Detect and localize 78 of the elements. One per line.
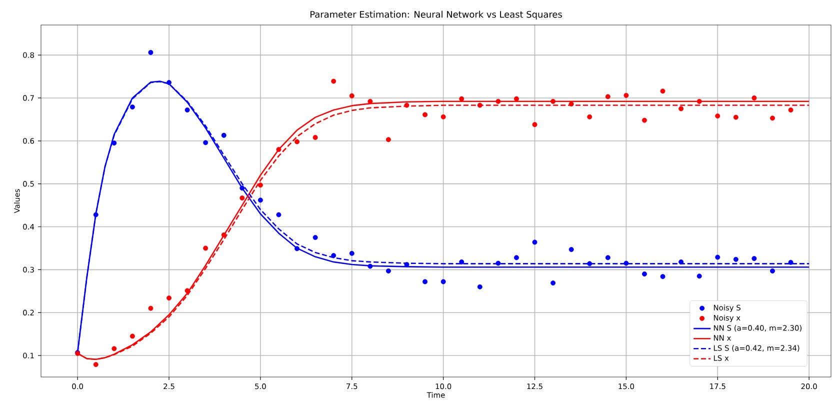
point: [386, 137, 391, 142]
point: [733, 256, 738, 262]
point: [496, 98, 501, 104]
point: [532, 122, 538, 128]
point: [660, 274, 666, 280]
point: [422, 112, 428, 118]
point: [258, 182, 263, 188]
chart-title: Parameter Estimation: Neural Network vs Least Squares: [310, 10, 562, 20]
point: [349, 250, 354, 256]
point: [258, 198, 263, 203]
point: [148, 306, 154, 311]
point: [550, 98, 556, 104]
point: [240, 196, 245, 200]
point: [331, 78, 336, 84]
point: [184, 288, 190, 294]
point: [642, 118, 647, 123]
point: [294, 246, 300, 252]
point: [496, 260, 501, 266]
point: [276, 146, 282, 152]
point: [440, 279, 446, 284]
point: [93, 212, 98, 218]
point: [605, 255, 610, 260]
point: [477, 284, 482, 290]
point: [312, 134, 318, 140]
point: [203, 246, 208, 251]
point: [166, 296, 172, 301]
point: [93, 362, 98, 368]
point: [422, 279, 428, 284]
point: [148, 50, 154, 55]
point: [605, 94, 610, 100]
point: [770, 268, 775, 274]
point: [642, 271, 647, 276]
point: [203, 140, 208, 146]
point: [514, 96, 519, 102]
point: [733, 114, 738, 120]
point: [368, 264, 373, 269]
point: [696, 98, 702, 104]
point: [112, 346, 117, 352]
point: [660, 88, 666, 94]
point: [696, 274, 702, 279]
point: [752, 256, 757, 262]
point: [459, 96, 464, 102]
point: [349, 93, 354, 98]
point: [715, 254, 720, 260]
point: [752, 95, 757, 100]
point: [788, 260, 794, 265]
point: [587, 114, 592, 120]
point: [331, 253, 336, 258]
point: [459, 259, 464, 264]
point: [678, 259, 684, 264]
point: [587, 261, 592, 266]
point: [294, 139, 300, 144]
point: [624, 260, 629, 266]
point: [404, 102, 410, 108]
point: [368, 98, 373, 104]
point: [404, 262, 410, 268]
point: [112, 140, 117, 146]
point: [221, 232, 226, 238]
point: [550, 280, 556, 286]
point: [221, 132, 226, 138]
point: [770, 116, 775, 121]
point: [130, 334, 135, 339]
point: [440, 114, 446, 120]
point: [715, 114, 720, 118]
point: [568, 247, 574, 252]
point: [532, 240, 538, 245]
point: [130, 104, 135, 110]
point: [386, 268, 391, 274]
point: [678, 106, 684, 112]
point: [240, 186, 245, 191]
point: [184, 108, 190, 112]
point: [166, 80, 172, 86]
point: [624, 92, 629, 98]
point: [788, 108, 794, 112]
point: [276, 212, 282, 218]
point: [312, 234, 318, 240]
point: [477, 102, 482, 108]
point: [514, 255, 519, 260]
